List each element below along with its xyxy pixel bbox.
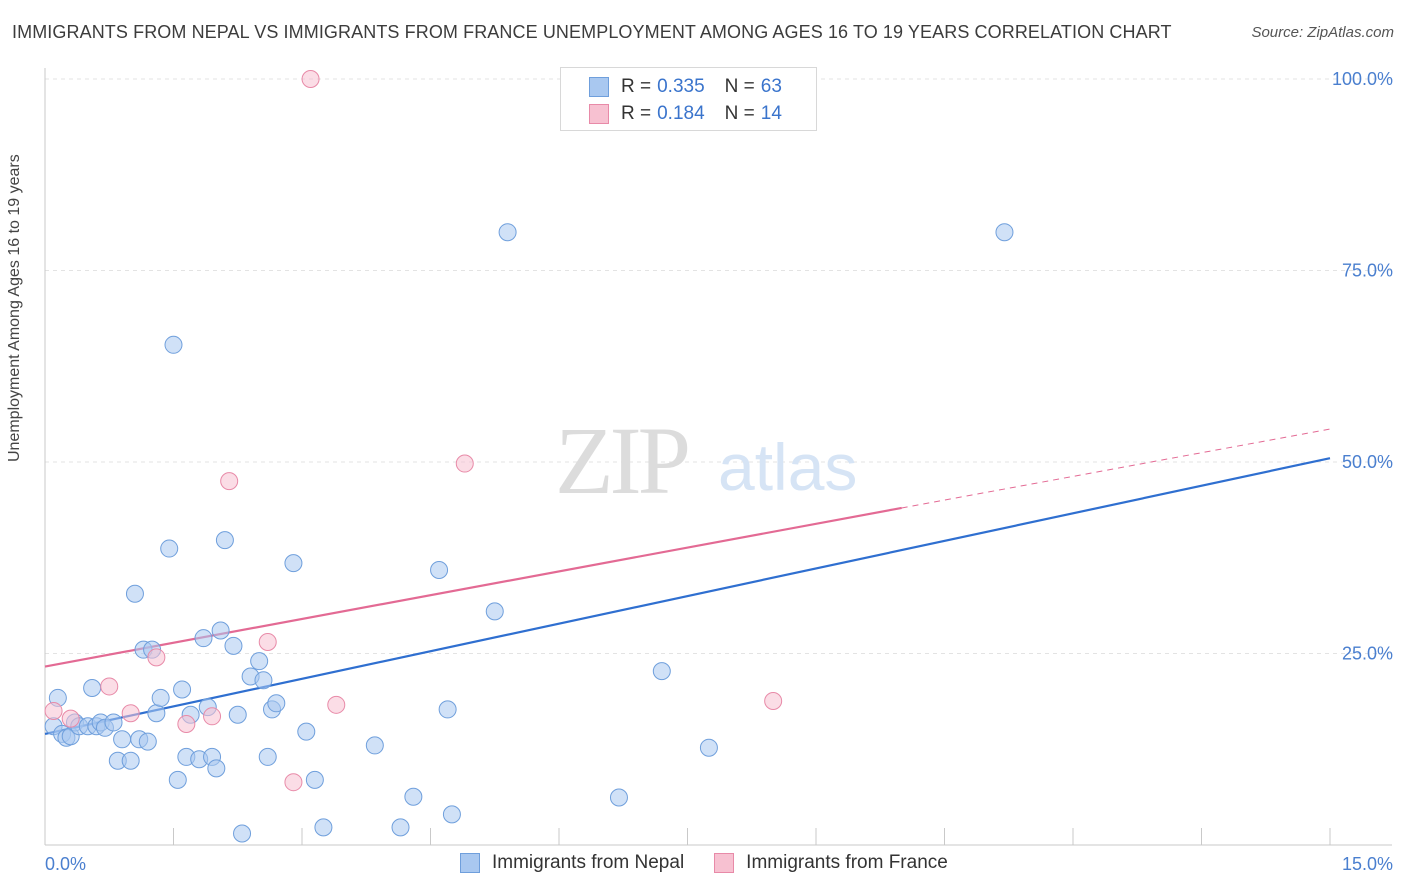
nepal-point	[258, 747, 277, 766]
nepal-point	[254, 671, 273, 690]
data-points	[44, 70, 1014, 843]
legend-row-nepal: R = 0.335 N = 63	[589, 75, 782, 99]
france-point	[147, 648, 166, 667]
nepal-point	[652, 662, 671, 681]
nepal-n-value: 63	[760, 76, 782, 97]
nepal-trend-line	[44, 457, 1331, 736]
nepal-point	[121, 751, 140, 770]
nepal-point	[485, 602, 504, 621]
nepal-point	[113, 730, 132, 749]
france-point	[327, 695, 346, 714]
nepal-point	[297, 722, 316, 741]
nepal-point	[211, 621, 230, 640]
nepal-point	[164, 335, 183, 354]
nepal-point	[173, 680, 192, 699]
nepal-point	[147, 704, 166, 723]
france-r-label: R =	[621, 103, 652, 124]
nepal-point	[250, 652, 269, 671]
france-trend-line	[44, 506, 902, 668]
correlation-legend: R = 0.335 N = 63 R = 0.184 N = 14	[560, 67, 817, 131]
nepal-point	[138, 732, 157, 751]
axes	[44, 68, 1392, 846]
france-n-value: 14	[760, 103, 782, 124]
watermark: ZIP atlas	[555, 407, 857, 514]
nepal-point	[207, 759, 226, 778]
trend-lines	[44, 428, 1331, 736]
nepal-point	[104, 713, 123, 732]
nepal-point	[430, 561, 449, 580]
nepal-point	[215, 531, 234, 550]
nepal-point	[438, 700, 457, 719]
nepal-point	[284, 554, 303, 573]
france-point	[100, 677, 119, 696]
nepal-point	[233, 824, 252, 843]
x-tick-label-max: 15.0%	[1342, 854, 1393, 874]
france-point	[301, 70, 320, 88]
nepal-point	[168, 770, 187, 789]
nepal-n-label: N =	[724, 76, 755, 97]
nepal-point	[314, 818, 333, 837]
watermark-zip: ZIP	[555, 407, 688, 514]
nepal-point	[83, 678, 102, 697]
tick-labels: 25.0% 50.0% 75.0% 100.0% 0.0% 15.0%	[45, 69, 1393, 874]
nepal-legend-label: Immigrants from Nepal	[492, 852, 685, 873]
y-tick-label: 50.0%	[1342, 452, 1393, 472]
watermark-atlas: atlas	[718, 430, 857, 504]
nepal-swatch	[589, 77, 609, 97]
france-point	[284, 773, 303, 792]
france-point	[764, 691, 783, 710]
france-point	[121, 704, 140, 723]
nepal-point	[498, 223, 517, 242]
france-point	[61, 709, 80, 728]
nepal-point	[228, 705, 247, 724]
france-point	[44, 701, 63, 720]
x-tick-label-min: 0.0%	[45, 854, 86, 874]
chart-title: IMMIGRANTS FROM NEPAL VS IMMIGRANTS FROM…	[12, 22, 1172, 42]
gridlines	[45, 78, 1392, 654]
nepal-legend-swatch	[460, 853, 480, 873]
y-tick-label: 100.0%	[1332, 69, 1393, 89]
nepal-r-label: R =	[621, 76, 652, 97]
nepal-point	[194, 629, 213, 648]
nepal-r-value: 0.335	[657, 76, 705, 97]
nepal-point	[305, 770, 324, 789]
nepal-point	[160, 539, 179, 558]
y-tick-label: 75.0%	[1342, 261, 1393, 281]
france-point	[258, 633, 277, 652]
france-swatch	[589, 104, 609, 124]
legend-row-france: R = 0.184 N = 14	[589, 102, 782, 126]
france-point	[203, 707, 222, 726]
france-n-label: N =	[724, 103, 755, 124]
nepal-point	[442, 805, 461, 824]
nepal-point	[404, 787, 423, 806]
nepal-point	[995, 223, 1014, 242]
nepal-point	[609, 788, 628, 807]
france-legend-swatch	[714, 853, 735, 873]
france-point	[455, 454, 474, 473]
nepal-point	[391, 818, 410, 837]
france-trend-extension	[901, 428, 1331, 509]
nepal-point	[699, 738, 718, 757]
france-point	[177, 714, 196, 733]
y-tick-label: 25.0%	[1342, 644, 1393, 664]
source-credit: Source: ZipAtlas.com	[1251, 24, 1394, 41]
nepal-point	[365, 736, 384, 755]
nepal-point	[224, 636, 243, 655]
nepal-point	[125, 584, 144, 603]
nepal-point	[267, 694, 286, 713]
france-r-value: 0.184	[657, 103, 705, 124]
france-legend-label: Immigrants from France	[746, 852, 948, 873]
legend-item-nepal[interactable]: Immigrants from Nepal	[460, 852, 684, 874]
legend-item-france[interactable]: Immigrants from France	[714, 852, 948, 874]
nepal-point	[151, 688, 170, 707]
france-point	[220, 472, 239, 491]
series-legend: Immigrants from Nepal Immigrants from Fr…	[460, 852, 978, 874]
